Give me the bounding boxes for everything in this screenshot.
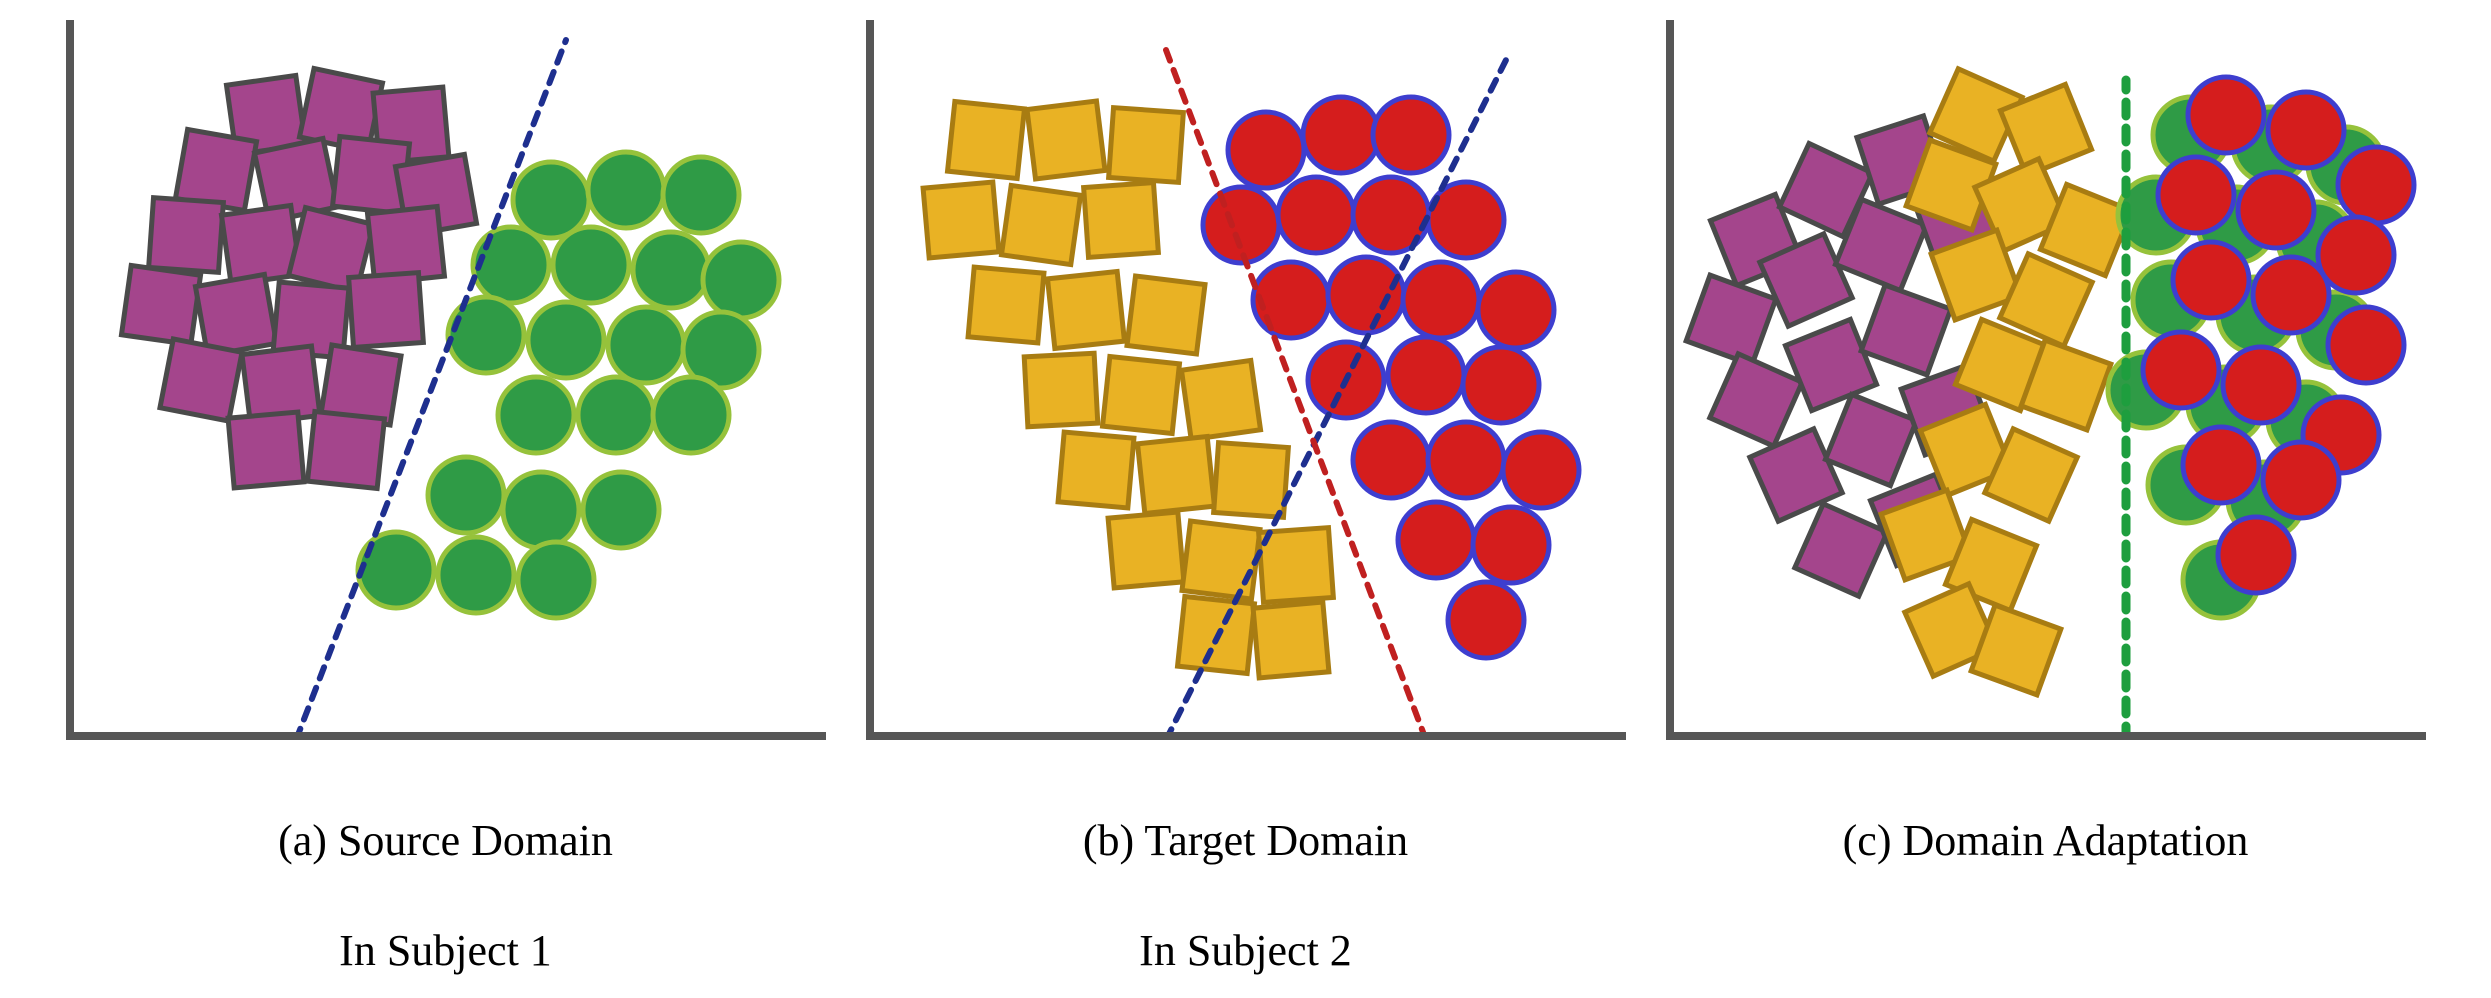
circle-marker [1503, 432, 1579, 508]
panel-c-caption-line1: (c) Domain Adaptation [1843, 816, 2249, 865]
circle-marker [1473, 507, 1549, 583]
panel-c-wrap: (c) Domain Adaptation [1666, 20, 2426, 978]
circle-marker [608, 307, 684, 383]
circle-marker [2188, 77, 2264, 153]
circle-marker [503, 472, 579, 548]
circle-marker [2183, 427, 2259, 503]
square-marker [947, 102, 1024, 179]
square-marker [1253, 602, 1329, 678]
circle-marker [2158, 157, 2234, 233]
circle-marker [473, 227, 549, 303]
circle-marker [2173, 242, 2249, 318]
circle-marker [1203, 187, 1279, 263]
circle-marker [2143, 332, 2219, 408]
circle-marker [2218, 517, 2294, 593]
figure-row: (a) Source Domain In Subject 1 (b) Targe… [0, 0, 2491, 998]
circle-marker [2253, 257, 2329, 333]
square-marker [1137, 437, 1214, 514]
panel-a-caption-line2: In Subject 1 [339, 926, 552, 975]
circle-marker [428, 457, 504, 533]
square-marker [228, 412, 304, 488]
square-marker [1102, 357, 1179, 434]
panel-c-caption: (c) Domain Adaptation [1843, 758, 2249, 978]
square-marker [1108, 108, 1183, 183]
panel-a-wrap: (a) Source Domain In Subject 1 [66, 20, 826, 978]
circle-marker [703, 242, 779, 318]
square-marker [348, 273, 423, 348]
square-marker [307, 412, 384, 489]
circle-marker [1463, 347, 1539, 423]
square-marker [1001, 185, 1080, 264]
circle-marker [2268, 92, 2344, 168]
circle-marker [2328, 307, 2404, 383]
square-marker [1181, 521, 1259, 599]
panel-a-svg [66, 20, 826, 740]
circle-marker [1478, 272, 1554, 348]
circle-marker [2338, 147, 2414, 223]
circle-marker [513, 162, 589, 238]
circle-marker [1428, 182, 1504, 258]
panel-b-caption-line1: (b) Target Domain [1083, 816, 1408, 865]
panel-a-caption-line1: (a) Source Domain [278, 816, 613, 865]
circle-marker [498, 377, 574, 453]
circle-marker [2238, 172, 2314, 248]
square-marker [1181, 360, 1260, 439]
circle-marker [653, 377, 729, 453]
circle-marker [2223, 347, 2299, 423]
square-marker [1058, 432, 1134, 508]
circle-marker [528, 302, 604, 378]
square-marker [159, 339, 241, 421]
circle-marker [1228, 112, 1304, 188]
panel-b-wrap: (b) Target Domain In Subject 2 [866, 20, 1626, 978]
circle-marker [663, 157, 739, 233]
panel-b-caption-line2: In Subject 2 [1139, 926, 1352, 975]
circle-marker [583, 472, 659, 548]
circle-marker [1303, 97, 1379, 173]
square-marker [1126, 276, 1204, 354]
circle-marker [1448, 582, 1524, 658]
circle-marker [1278, 177, 1354, 253]
circle-marker [633, 232, 709, 308]
square-marker [1047, 272, 1124, 349]
circle-marker [1328, 257, 1404, 333]
square-marker [1083, 183, 1158, 258]
circle-marker [438, 537, 514, 613]
circle-marker [588, 152, 664, 228]
circle-marker [1253, 262, 1329, 338]
square-marker [121, 265, 200, 344]
square-marker [968, 267, 1044, 343]
circle-marker [1398, 502, 1474, 578]
panel-b-svg [866, 20, 1626, 740]
circle-marker [1353, 422, 1429, 498]
square-marker [148, 198, 223, 273]
panel-a-caption: (a) Source Domain In Subject 1 [278, 758, 613, 978]
circle-marker [1388, 337, 1464, 413]
square-marker [923, 182, 999, 258]
panel-c-svg [1666, 20, 2426, 740]
circle-marker [1403, 262, 1479, 338]
circle-marker [578, 377, 654, 453]
square-marker [1108, 512, 1184, 588]
panel-b-caption: (b) Target Domain In Subject 2 [1083, 758, 1408, 978]
circle-marker [1428, 422, 1504, 498]
square-marker [1213, 443, 1288, 518]
circle-marker [2318, 217, 2394, 293]
circle-marker [553, 227, 629, 303]
square-marker [1024, 353, 1098, 427]
circle-marker [518, 542, 594, 618]
square-marker [1026, 101, 1104, 179]
circle-marker [2263, 442, 2339, 518]
circle-marker [1373, 97, 1449, 173]
